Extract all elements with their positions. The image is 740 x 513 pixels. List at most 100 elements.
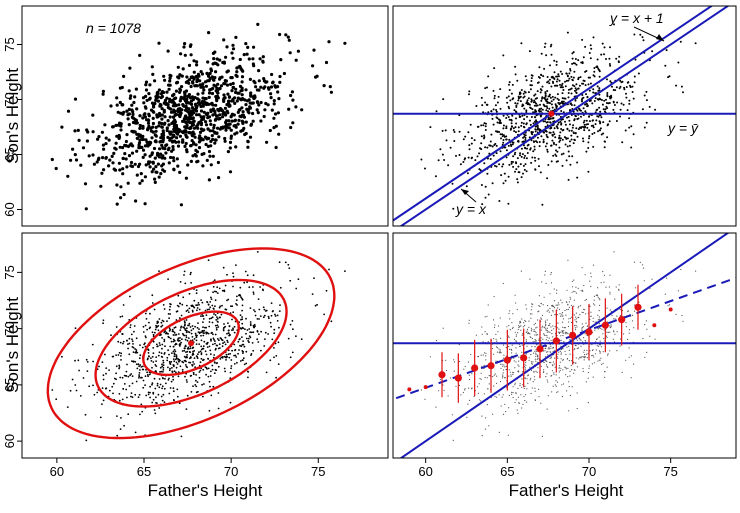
data-point [150, 151, 154, 155]
data-point [159, 152, 163, 156]
data-point [261, 55, 265, 59]
data-point [609, 80, 612, 83]
data-point [579, 76, 582, 79]
data-point [509, 329, 511, 331]
data-point [544, 320, 547, 322]
data-point [582, 137, 584, 140]
data-point [176, 339, 179, 341]
data-point [546, 148, 549, 151]
data-point [169, 345, 172, 348]
data-point [508, 394, 510, 397]
data-point [177, 76, 181, 80]
data-point [204, 97, 208, 101]
data-point [102, 374, 105, 377]
data-point [537, 357, 539, 359]
data-point [227, 126, 231, 130]
data-point [562, 315, 564, 317]
data-point [514, 294, 516, 296]
data-point [514, 382, 516, 384]
data-point [529, 88, 532, 91]
data-point [540, 89, 543, 92]
data-point [138, 126, 142, 130]
data-point [214, 324, 217, 327]
data-point [599, 127, 602, 130]
data-point [256, 22, 260, 26]
data-point [212, 333, 214, 336]
data-point [234, 90, 238, 95]
data-point [179, 329, 182, 331]
data-point [200, 299, 203, 301]
data-point [562, 383, 565, 385]
data-point [163, 115, 167, 119]
data-point [210, 134, 214, 138]
data-point [160, 107, 164, 111]
data-point [525, 109, 528, 112]
data-point [313, 277, 315, 279]
data-point [444, 129, 447, 132]
data-point [420, 389, 422, 391]
data-point [207, 367, 210, 370]
data-point [541, 85, 544, 88]
data-point [186, 350, 189, 353]
data-point [587, 170, 590, 173]
data-point [553, 300, 556, 302]
data-point [231, 85, 235, 89]
data-point [613, 331, 615, 333]
data-point [654, 338, 656, 340]
data-point [546, 365, 548, 368]
data-point [542, 103, 545, 106]
data-point [598, 87, 601, 90]
data-point [208, 325, 211, 328]
data-point [495, 116, 498, 119]
data-point [567, 115, 570, 118]
data-point [633, 33, 636, 36]
data-point [585, 353, 588, 355]
data-point [201, 102, 205, 106]
data-point [572, 286, 574, 288]
data-point [518, 360, 520, 362]
data-point [204, 84, 208, 88]
data-point [130, 151, 135, 155]
data-point [272, 126, 276, 130]
data-point [558, 79, 561, 82]
data-point [502, 134, 505, 137]
data-point [130, 333, 133, 336]
data-point [629, 86, 632, 89]
data-point [586, 349, 588, 351]
data-point [533, 141, 535, 143]
data-point [567, 304, 569, 306]
data-point [576, 135, 579, 138]
data-point [560, 331, 562, 333]
data-point [249, 321, 252, 323]
data-point [441, 153, 444, 156]
data-point [565, 367, 567, 369]
data-point [542, 138, 545, 141]
data-point [215, 344, 218, 347]
data-point [86, 370, 89, 372]
data-point [581, 329, 583, 332]
data-point [517, 97, 520, 100]
data-point [611, 85, 613, 88]
data-point [179, 281, 182, 283]
data-point [569, 163, 572, 166]
data-point [515, 335, 517, 337]
data-point [517, 396, 520, 398]
data-point [586, 95, 589, 98]
data-point [257, 341, 260, 343]
data-point [552, 311, 554, 313]
data-point [197, 140, 201, 144]
data-point [488, 425, 490, 427]
data-point [160, 117, 164, 121]
data-point [161, 337, 164, 339]
data-point [600, 99, 603, 101]
data-point [538, 108, 541, 110]
data-point [224, 79, 228, 83]
data-point [173, 113, 177, 117]
data-point [200, 152, 204, 156]
data-point [181, 360, 184, 363]
data-point [542, 75, 545, 78]
data-point [102, 319, 105, 322]
data-point [179, 95, 183, 99]
data-point [536, 124, 539, 127]
data-point [579, 337, 581, 340]
